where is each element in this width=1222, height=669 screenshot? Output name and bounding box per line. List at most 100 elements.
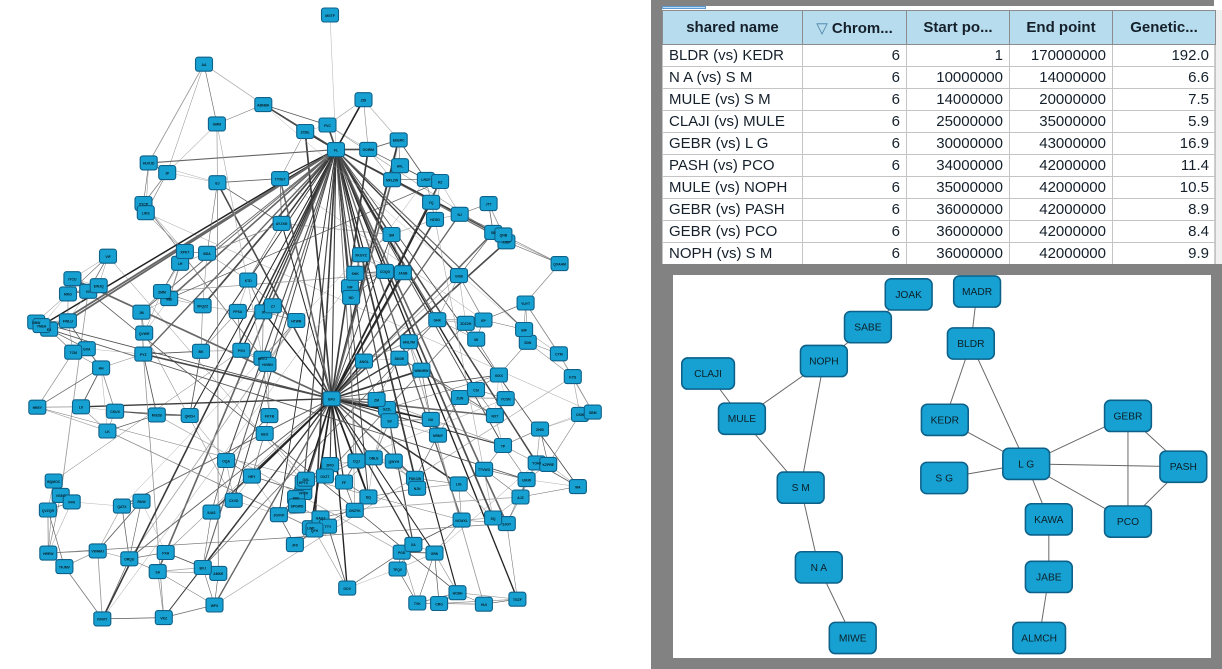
- svg-text:DDDE: DDDE: [395, 357, 405, 361]
- svg-text:TFQV: TFQV: [393, 568, 403, 572]
- svg-text:AA: AA: [202, 63, 207, 67]
- svg-text:MGZB: MGZB: [152, 414, 163, 418]
- svg-text:EFU: EFU: [328, 398, 335, 402]
- svg-text:JOAK: JOAK: [895, 290, 922, 301]
- svg-text:MI: MI: [474, 338, 478, 342]
- svg-text:BQMOC: BQMOC: [47, 480, 61, 484]
- svg-text:S M: S M: [792, 483, 810, 494]
- svg-text:ZFIO: ZFIO: [326, 463, 334, 467]
- svg-text:JTT: JTT: [486, 202, 493, 206]
- svg-text:AMKE: AMKE: [213, 572, 224, 576]
- svg-text:LIG: LIG: [456, 483, 462, 487]
- svg-text:CXVD: CXVD: [229, 499, 239, 503]
- svg-text:VWHMJ: VWHMJ: [91, 550, 104, 554]
- svg-text:XA: XA: [411, 543, 416, 547]
- svg-text:FPSU: FPSU: [233, 310, 243, 314]
- svg-text:ZCBL: ZCBL: [301, 130, 310, 134]
- svg-text:KYS: KYS: [569, 375, 577, 379]
- svg-text:FKYB: FKYB: [265, 414, 275, 418]
- svg-text:DQ: DQ: [366, 496, 371, 500]
- svg-text:FFN: FFN: [68, 501, 75, 505]
- svg-text:TP: TP: [501, 444, 506, 448]
- svg-text:LH: LH: [178, 262, 183, 266]
- svg-text:HZGD: HZGD: [430, 218, 440, 222]
- svg-text:NXT: NXT: [492, 414, 500, 418]
- svg-text:LK: LK: [105, 430, 110, 434]
- svg-text:HNLVM: HNLVM: [403, 341, 415, 345]
- svg-text:OSW: OSW: [576, 413, 585, 417]
- svg-text:TVK: TVK: [414, 602, 421, 606]
- svg-text:VKZ: VKZ: [160, 616, 167, 620]
- svg-text:QRCH: QRCH: [185, 414, 196, 418]
- svg-text:NU: NU: [428, 418, 433, 422]
- svg-text:IYCU: IYCU: [68, 278, 77, 282]
- svg-text:FSKCW: FSKCW: [409, 477, 422, 481]
- svg-text:SM: SM: [389, 233, 394, 237]
- svg-text:JASB: JASB: [398, 272, 408, 276]
- svg-text:HUI: HUI: [481, 603, 487, 607]
- svg-text:EEO: EEO: [261, 432, 269, 436]
- svg-text:HUXJD: HUXJD: [143, 162, 155, 166]
- svg-text:ZJ: ZJ: [271, 305, 275, 309]
- svg-text:JGVVF: JGVVF: [273, 514, 284, 518]
- svg-text:CYM: CYM: [555, 353, 563, 357]
- svg-text:ZM: ZM: [374, 398, 379, 402]
- svg-text:LRCF: LRCF: [421, 178, 430, 182]
- svg-text:KZPRE: KZPRE: [542, 463, 554, 467]
- svg-text:SHK: SHK: [352, 272, 360, 276]
- svg-text:BVJ: BVJ: [199, 566, 206, 570]
- svg-text:YCON: YCON: [501, 397, 511, 401]
- svg-text:OXZT: OXZT: [320, 475, 330, 479]
- svg-text:BIF: BIF: [521, 328, 526, 332]
- svg-text:EP: EP: [481, 319, 486, 323]
- svg-text:AJZ: AJZ: [517, 496, 523, 500]
- svg-text:KEDR: KEDR: [931, 415, 959, 426]
- svg-text:AYJXM: AYJXM: [276, 222, 288, 226]
- svg-text:VGEO: VGEO: [56, 494, 66, 498]
- svg-text:ANGL: ANGL: [359, 360, 369, 364]
- svg-text:EX: EX: [47, 328, 52, 332]
- svg-text:SDN: SDN: [524, 341, 532, 345]
- svg-text:XPKT: XPKT: [180, 250, 190, 254]
- svg-text:TYXET: TYXET: [275, 177, 287, 181]
- svg-text:NJ: NJ: [458, 213, 462, 217]
- svg-text:OQA: OQA: [222, 459, 230, 463]
- svg-text:MFLZW: MFLZW: [386, 179, 399, 183]
- svg-text:QNB: QNB: [500, 234, 508, 238]
- svg-text:ZDZZH: ZDZZH: [460, 322, 472, 326]
- svg-text:PCO: PCO: [1117, 517, 1139, 528]
- svg-text:SB: SB: [491, 231, 496, 235]
- svg-text:OBLE: OBLE: [369, 457, 379, 461]
- svg-text:CSI: CSI: [473, 388, 479, 392]
- svg-text:SQ: SQ: [491, 517, 496, 521]
- svg-text:TTVWO: TTVWO: [478, 468, 491, 472]
- svg-text:GHK: GHK: [434, 319, 442, 323]
- svg-text:MADR: MADR: [962, 287, 992, 298]
- svg-text:ZDI: ZDI: [361, 99, 367, 103]
- svg-text:FVC: FVC: [324, 124, 331, 128]
- svg-text:JF: JF: [165, 171, 169, 175]
- svg-text:FIIV: FIIV: [293, 496, 300, 500]
- svg-text:TGZF: TGZF: [513, 598, 522, 602]
- svg-text:PVN: PVN: [238, 349, 246, 353]
- svg-text:MGTF: MGTF: [325, 14, 335, 18]
- svg-text:BDA: BDA: [203, 252, 211, 256]
- svg-text:RUW: RUW: [137, 500, 146, 504]
- svg-text:ZUN: ZUN: [456, 396, 464, 400]
- svg-text:NRMY: NRMY: [433, 434, 444, 438]
- svg-text:NJN: NJN: [414, 487, 421, 491]
- svg-text:QFH: QFH: [311, 529, 319, 533]
- svg-text:NIF: NIF: [347, 286, 352, 290]
- svg-text:WFX: WFX: [211, 604, 219, 608]
- svg-text:SPGWD: SPGWD: [291, 505, 304, 509]
- svg-text:CQJ: CQJ: [353, 460, 360, 464]
- svg-text:HCBH: HCBH: [453, 592, 463, 596]
- svg-text:FWLU: FWLU: [63, 320, 73, 324]
- svg-text:SABE: SABE: [854, 323, 881, 334]
- svg-text:GMM: GMM: [213, 123, 221, 127]
- svg-text:YQ: YQ: [429, 201, 434, 205]
- svg-text:TCM: TCM: [70, 351, 78, 355]
- svg-text:ONZYK: ONZYK: [349, 509, 361, 513]
- svg-text:GOIRM: GOIRM: [362, 148, 374, 152]
- svg-text:MULE: MULE: [728, 414, 757, 425]
